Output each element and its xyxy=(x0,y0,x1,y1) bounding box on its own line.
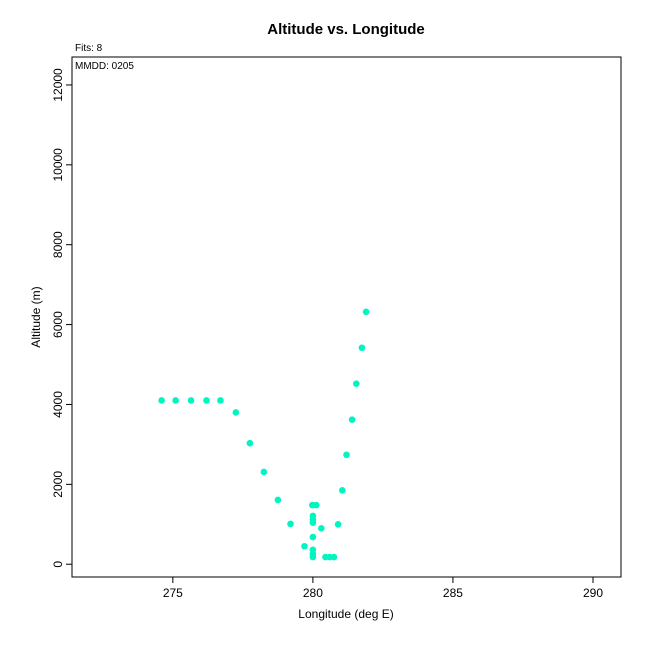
data-point xyxy=(309,519,317,526)
y-tick-label: 4000 xyxy=(51,391,65,418)
fits-annotation: Fits: 8 xyxy=(75,43,103,54)
data-point xyxy=(158,397,165,404)
data-point xyxy=(203,397,210,404)
y-axis-label: Altitude (m) xyxy=(29,286,43,347)
data-point xyxy=(330,553,338,561)
x-axis-label: Longitude (deg E) xyxy=(298,607,393,621)
x-tick-label: 285 xyxy=(443,586,463,600)
data-point xyxy=(260,468,268,476)
data-point xyxy=(246,439,254,447)
chart-title: Altitude vs. Longitude xyxy=(267,21,425,38)
y-tick-label: 8000 xyxy=(51,231,65,258)
data-point xyxy=(338,487,346,494)
data-point xyxy=(362,308,370,316)
data-point xyxy=(358,344,366,352)
data-point xyxy=(348,416,356,423)
y-tick-label: 12000 xyxy=(51,68,65,102)
data-point xyxy=(317,524,325,532)
plot-frame xyxy=(71,56,622,578)
data-point xyxy=(274,496,282,504)
y-tick-label: 6000 xyxy=(51,311,65,338)
y-tick-label: 0 xyxy=(51,561,65,568)
data-point xyxy=(287,520,294,528)
data-point xyxy=(353,380,360,387)
data-point xyxy=(343,451,350,459)
data-point xyxy=(187,397,195,404)
data-point xyxy=(232,409,240,416)
y-tick-label: 2000 xyxy=(51,471,65,498)
data-point xyxy=(309,533,317,541)
x-tick-label: 275 xyxy=(163,586,183,600)
data-point xyxy=(312,501,320,509)
x-tick-label: 290 xyxy=(583,586,603,600)
data-point xyxy=(172,397,179,404)
x-axis: 275 280 285 290 xyxy=(163,576,603,600)
data-point xyxy=(309,553,317,561)
y-axis: 0 2000 4000 6000 8000 10000 12000 xyxy=(51,68,73,568)
data-point xyxy=(301,542,308,550)
data-points xyxy=(158,308,370,561)
data-point xyxy=(334,520,342,528)
data-point xyxy=(217,397,224,404)
x-tick-label: 280 xyxy=(303,586,323,600)
mmdd-annotation: MMDD: 0205 xyxy=(75,61,134,72)
y-tick-label: 10000 xyxy=(51,148,65,182)
